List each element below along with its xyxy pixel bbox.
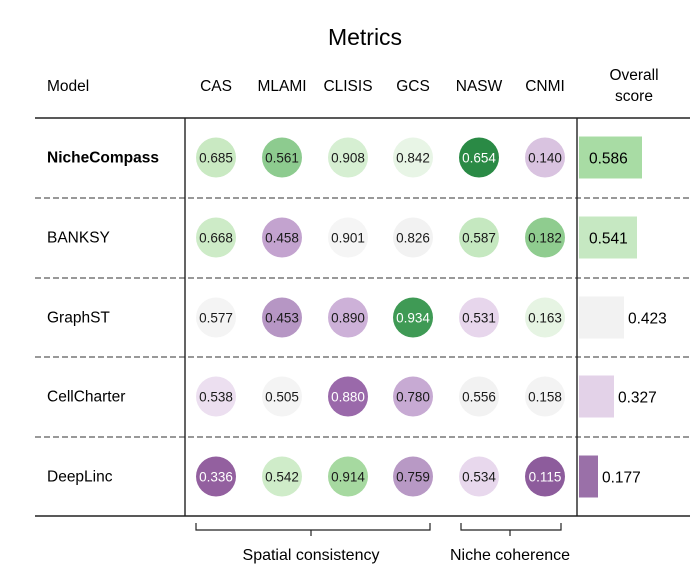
score-label-banksy-gcs: 0.826	[396, 231, 430, 246]
model-label-nichecompass: NicheCompass	[47, 150, 159, 167]
score-label-deeplinc-clisis: 0.914	[331, 470, 365, 485]
score-label-cellcharter-mlami: 0.505	[265, 390, 299, 405]
overall-label-graphst: 0.423	[628, 311, 667, 328]
overall-bar-nichecompass	[579, 136, 642, 179]
score-circle-cellcharter-cas	[196, 376, 236, 417]
model-column-header: Model	[47, 78, 89, 95]
score-label-graphst-cas: 0.577	[199, 311, 233, 326]
score-label-deeplinc-nasw: 0.534	[462, 470, 496, 485]
score-label-deeplinc-mlami: 0.542	[265, 470, 299, 485]
model-label-cellcharter: CellCharter	[47, 389, 125, 406]
score-label-graphst-mlami: 0.453	[265, 311, 299, 326]
metric-header-cas: CAS	[200, 78, 232, 95]
score-circle-nichecompass-clisis	[328, 137, 368, 178]
group-bracket-1	[195, 523, 431, 536]
chart-title: Metrics	[328, 24, 402, 50]
overall-bar-deeplinc	[579, 455, 598, 498]
score-label-cellcharter-clisis: 0.880	[331, 390, 365, 405]
score-label-graphst-clisis: 0.890	[331, 311, 365, 326]
score-circle-banksy-gcs	[393, 217, 433, 258]
score-circle-banksy-cas	[196, 217, 236, 258]
metric-header-clisis: CLISIS	[323, 78, 372, 95]
score-label-banksy-nasw: 0.587	[462, 231, 496, 246]
score-label-deeplinc-cnmi: 0.115	[529, 470, 562, 485]
score-label-deeplinc-gcs: 0.759	[396, 470, 430, 485]
score-circle-nichecompass-cnmi	[525, 137, 565, 178]
score-label-deeplinc-cas: 0.336	[199, 470, 233, 485]
overall-bar-banksy	[579, 216, 637, 259]
model-label-graphst: GraphST	[47, 310, 110, 327]
score-circle-deeplinc-mlami	[262, 456, 302, 497]
score-label-nichecompass-clisis: 0.908	[331, 151, 365, 166]
group-bracket-2	[460, 523, 562, 536]
metric-header-mlami: MLAMI	[257, 78, 306, 95]
score-circle-deeplinc-clisis	[328, 456, 368, 497]
score-circle-graphst-nasw	[459, 297, 499, 338]
group-label-2: Niche coherence	[450, 547, 570, 564]
score-circle-graphst-mlami	[262, 297, 302, 338]
score-circle-graphst-clisis	[328, 297, 368, 338]
score-circle-deeplinc-gcs	[393, 456, 433, 497]
overall-label-deeplinc: 0.177	[602, 470, 641, 487]
score-label-nichecompass-gcs: 0.842	[396, 151, 430, 166]
overall-label-banksy: 0.541	[589, 231, 628, 248]
score-label-banksy-mlami: 0.458	[265, 231, 299, 246]
score-circle-banksy-cnmi	[525, 217, 565, 258]
score-label-cellcharter-cas: 0.538	[199, 390, 233, 405]
score-circle-cellcharter-mlami	[262, 376, 302, 417]
overall-score-header-line2: score	[615, 88, 653, 105]
score-circle-graphst-cas	[196, 297, 236, 338]
score-label-nichecompass-cnmi: 0.140	[528, 151, 562, 166]
score-circle-graphst-gcs	[393, 297, 433, 338]
score-circle-cellcharter-cnmi	[525, 376, 565, 417]
score-circle-nichecompass-cas	[196, 137, 236, 178]
score-circle-nichecompass-gcs	[393, 137, 433, 178]
score-circle-cellcharter-gcs	[393, 376, 433, 417]
overall-bar-graphst	[579, 296, 624, 339]
score-circle-banksy-nasw	[459, 217, 499, 258]
score-label-banksy-cnmi: 0.182	[528, 231, 562, 246]
overall-label-cellcharter: 0.327	[618, 390, 657, 407]
score-circle-cellcharter-nasw	[459, 376, 499, 417]
score-circle-deeplinc-cas	[196, 456, 236, 497]
score-circle-deeplinc-nasw	[459, 456, 499, 497]
score-circle-nichecompass-mlami	[262, 137, 302, 178]
score-circle-banksy-clisis	[328, 217, 368, 258]
overall-bar-cellcharter	[579, 375, 614, 418]
score-label-graphst-cnmi: 0.163	[528, 311, 562, 326]
group-label-1: Spatial consistency	[243, 547, 380, 564]
overall-label-nichecompass: 0.586	[589, 151, 628, 168]
score-circle-banksy-mlami	[262, 217, 302, 258]
score-label-cellcharter-nasw: 0.556	[462, 390, 496, 405]
score-circle-graphst-cnmi	[525, 297, 565, 338]
score-label-banksy-clisis: 0.901	[331, 231, 365, 246]
score-label-banksy-cas: 0.668	[199, 231, 233, 246]
overall-score-header-line1: Overall	[609, 67, 658, 84]
score-label-cellcharter-gcs: 0.780	[396, 390, 430, 405]
score-circle-deeplinc-cnmi	[525, 456, 565, 497]
model-label-deeplinc: DeepLinc	[47, 469, 113, 486]
metric-header-nasw: NASW	[456, 78, 503, 95]
score-label-nichecompass-nasw: 0.654	[462, 151, 496, 166]
score-label-graphst-gcs: 0.934	[396, 311, 430, 326]
metric-header-gcs: GCS	[396, 78, 430, 95]
model-label-banksy: BANKSY	[47, 230, 110, 247]
score-label-nichecompass-cas: 0.685	[199, 151, 233, 166]
score-circle-cellcharter-clisis	[328, 376, 368, 417]
score-label-graphst-nasw: 0.531	[462, 311, 496, 326]
score-label-nichecompass-mlami: 0.561	[265, 151, 299, 166]
score-label-cellcharter-cnmi: 0.158	[528, 390, 562, 405]
metric-header-cnmi: CNMI	[525, 78, 565, 95]
score-circle-nichecompass-nasw	[459, 137, 499, 178]
